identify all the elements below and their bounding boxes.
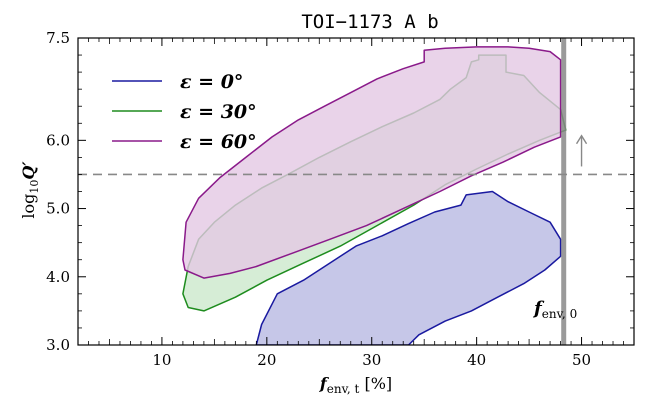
y-axis-label: log10Q′ [19,161,41,219]
x-axis-label-unit: [%] [359,374,392,393]
legend-label-1: ε = 30° [180,101,257,123]
y-tick-label: 3.0 [46,336,70,354]
legend-label-2: ε = 60° [180,131,257,153]
x-tick-label: 40 [467,351,486,369]
plot-area [78,38,634,345]
series-group [78,38,634,345]
arrow-head [575,134,588,145]
x-tick-label: 50 [572,351,591,369]
x-tick-label: 30 [362,351,381,369]
legend: ε = 0° ε = 30° ε = 60° [112,71,257,153]
x-axis-label: fenv, t [%] [319,374,392,396]
series-region-2 [182,46,562,279]
y-tick-label: 7.5 [46,29,70,47]
vline-label: fenv, 0 [532,298,577,321]
x-axis-label-main: f [319,374,330,393]
y-axis-label-sub: 10 [28,180,41,194]
x-tick-label: 10 [152,351,171,369]
vline-label-sub: env, 0 [542,307,577,321]
x-tick-label: 20 [257,351,276,369]
y-tick-label: 5.0 [46,200,70,218]
y-axis-label-var: Q′ [19,161,38,180]
y-tick-label: 6.0 [46,131,70,149]
chart-title: TOI−1173 A b [301,11,438,33]
axis-ticks: 10 20 30 40 50 3.0 4.0 5.0 6.0 7.5 [46,29,635,369]
legend-label-0: ε = 0° [180,71,243,93]
x-axis-label-sub: env, t [327,382,360,396]
y-tick-label: 4.0 [46,268,70,286]
y-axis-label-main: log [19,194,38,219]
series-region-0 [255,190,562,345]
